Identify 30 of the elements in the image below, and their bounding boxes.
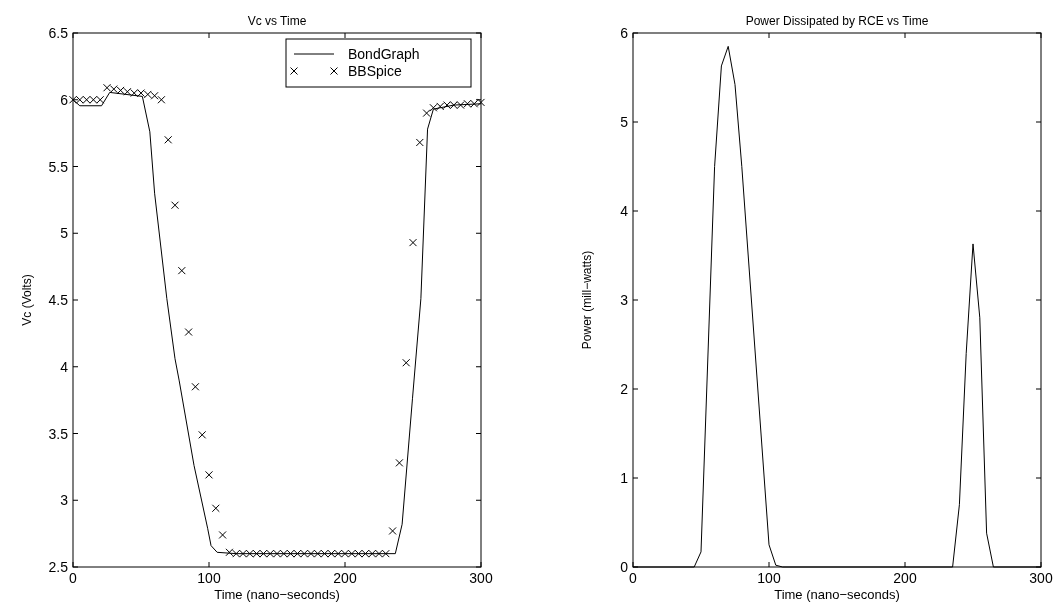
y-axis-title: Power (mill−watts)	[580, 250, 594, 350]
y-tick-label: 6	[620, 25, 629, 41]
y-tick-label: 0	[620, 559, 629, 575]
y-tick-label: 5	[60, 225, 69, 242]
y-tick-label: 6.5	[48, 25, 69, 41]
y-tick-label: 4.5	[48, 292, 69, 308]
y-axis-title: Vc (Volts)	[20, 274, 34, 326]
x-tick-label: 200	[893, 570, 917, 586]
x-tick-label: 300	[469, 570, 493, 586]
y-tick-label: 5.5	[48, 158, 69, 175]
y-tick-label: 6	[60, 91, 69, 108]
y-tick-label: 5	[620, 114, 629, 130]
x-tick-label: 100	[197, 570, 221, 586]
y-tick-label: 3.5	[48, 425, 69, 442]
x-axis-title: Time (nano−seconds)	[214, 587, 340, 602]
y-tick-label: 3	[60, 492, 69, 509]
y-tick-label: 4	[620, 203, 629, 219]
y-tick-label: 2	[620, 381, 629, 397]
x-tick-label: 100	[757, 570, 781, 586]
x-axis-title: Time (nano−seconds)	[774, 587, 900, 602]
legend-label: BBSpice	[348, 63, 402, 79]
y-tick-label: 1	[620, 470, 629, 486]
y-tick-label: 4	[60, 358, 69, 375]
legend-label: BondGraph	[348, 46, 420, 62]
x-tick-label: 300	[1029, 570, 1053, 586]
y-tick-label: 2.5	[48, 559, 69, 575]
y-tick-label: 3	[620, 292, 629, 308]
chart-title: Vc vs Time	[247, 14, 307, 28]
x-tick-label: 200	[333, 570, 357, 586]
chart-title: Power Dissipated by RCE vs Time	[745, 14, 929, 28]
